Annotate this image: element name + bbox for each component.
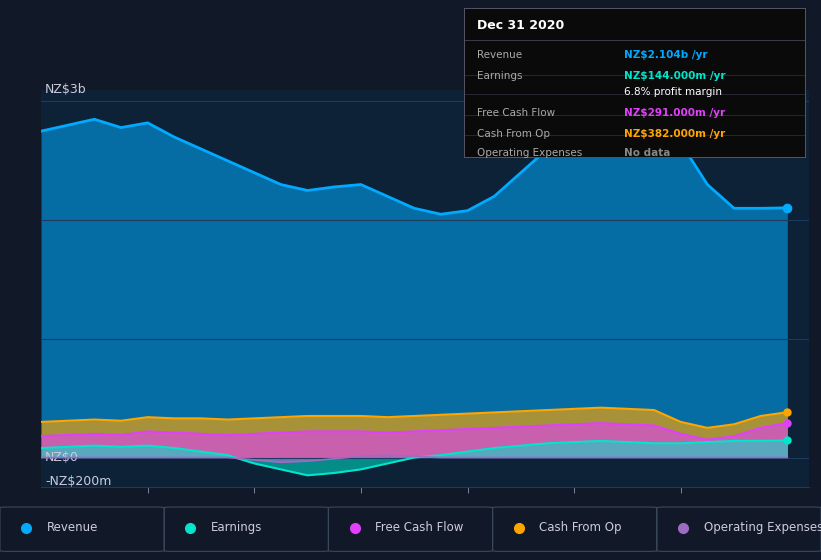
Text: NZ$291.000m /yr: NZ$291.000m /yr xyxy=(624,108,725,118)
Text: -NZ$200m: -NZ$200m xyxy=(45,475,112,488)
Text: No data: No data xyxy=(624,148,671,158)
Text: 6.8% profit margin: 6.8% profit margin xyxy=(624,87,722,97)
Text: Earnings: Earnings xyxy=(211,521,263,534)
Text: NZ$144.000m /yr: NZ$144.000m /yr xyxy=(624,71,726,81)
Text: Free Cash Flow: Free Cash Flow xyxy=(375,521,464,534)
Text: Operating Expenses: Operating Expenses xyxy=(704,521,821,534)
Text: Cash From Op: Cash From Op xyxy=(539,521,621,534)
Text: NZ$382.000m /yr: NZ$382.000m /yr xyxy=(624,129,725,139)
Text: Operating Expenses: Operating Expenses xyxy=(478,148,583,158)
Text: Free Cash Flow: Free Cash Flow xyxy=(478,108,556,118)
Text: NZ$0: NZ$0 xyxy=(45,451,79,464)
Text: NZ$2.104b /yr: NZ$2.104b /yr xyxy=(624,50,708,60)
Text: NZ$3b: NZ$3b xyxy=(45,82,86,96)
Text: Cash From Op: Cash From Op xyxy=(478,129,551,139)
Text: Earnings: Earnings xyxy=(478,71,523,81)
Text: Revenue: Revenue xyxy=(47,521,99,534)
Text: Dec 31 2020: Dec 31 2020 xyxy=(478,19,565,32)
Text: Revenue: Revenue xyxy=(478,50,523,60)
